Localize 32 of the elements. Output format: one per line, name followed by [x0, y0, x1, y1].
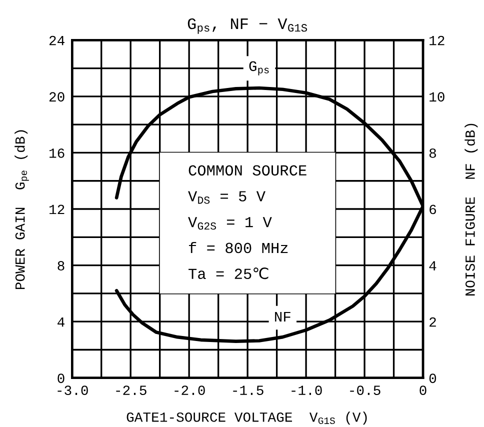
y-axis-title: POWER GAIN G$_{pe}$ (dB)	[14, 130, 29, 290]
y2-tick-label: 2	[430, 317, 436, 327]
y2-axis-title: NOISE FIGURE NF (dB)	[464, 124, 478, 296]
y2-tick-label: 10	[430, 92, 444, 102]
y-tick-label: 4	[58, 317, 64, 327]
x-tick-label: -2.5	[116, 386, 146, 396]
x-tick-label: -0.5	[350, 386, 380, 396]
x-tick-label: -1.5	[233, 386, 264, 396]
y2-tick-label: 0	[429, 374, 436, 384]
y-tick-label: 12	[50, 204, 64, 214]
y2-tick-label: 4	[429, 261, 436, 270]
series-label: G$_{ps}$	[249, 61, 269, 76]
annotation: f = 800 MHz	[188, 242, 288, 254]
y-tick-label: 24	[49, 36, 64, 46]
annotation: V$_{DS}$ = 5 V	[188, 191, 266, 204]
y-tick-label: 8	[58, 261, 64, 270]
annotation: COMMON SOURCE	[188, 165, 306, 176]
x-tick-label: -2.0	[174, 386, 205, 396]
chart-title: G$_{ps}$, NF − V$_{G1S}$	[188, 18, 308, 34]
x-tick-label: -1.0	[292, 386, 322, 396]
x-tick-label: -3.0	[58, 386, 88, 396]
series-label: NF	[275, 312, 290, 322]
y-tick-label: 16	[50, 148, 64, 158]
y-tick-label: 0	[58, 374, 64, 384]
annotation: V$_{G2S}$ = 1 V	[188, 217, 272, 230]
y2-tick-label: 8	[429, 148, 436, 158]
x-axis-title: GATE1-SOURCE VOLTAGE V$_{G1S}$ (V)	[126, 412, 367, 425]
y-tick-label: 20	[49, 92, 64, 102]
y2-tick-label: 12	[430, 36, 444, 46]
annotation: Ta = 25℃	[188, 268, 268, 280]
y2-tick-label: 6	[430, 204, 436, 214]
x-tick-label: 0	[420, 386, 426, 396]
